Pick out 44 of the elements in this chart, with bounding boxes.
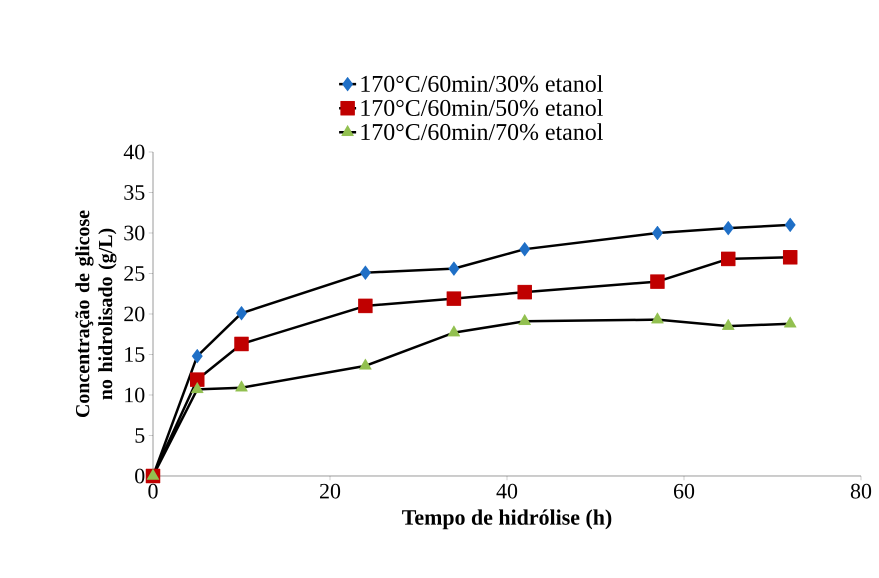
point [721, 252, 736, 266]
point [448, 261, 460, 276]
point [235, 380, 248, 392]
point [234, 336, 249, 352]
point [652, 226, 663, 240]
x-tick-label: 20 [320, 484, 340, 499]
x-tick-label: 40 [496, 484, 518, 499]
point [784, 218, 796, 232]
y-tick-label: 10 [125, 388, 144, 402]
point [446, 291, 462, 306]
point [236, 306, 247, 320]
point [190, 372, 204, 387]
x-axis-title: Tempo de hidrólise (h) [402, 509, 612, 530]
y-tick-label: 40 [124, 144, 144, 160]
point [650, 274, 665, 289]
point [519, 242, 530, 256]
y-tick-label: 0 [135, 468, 144, 484]
x-tick-label: 60 [674, 484, 694, 499]
point [190, 382, 204, 394]
legend-label: 170°C/60min/50% etanol [361, 99, 603, 116]
y-tick-label: 30 [124, 226, 144, 240]
y-tick-label: 35 [124, 185, 144, 200]
point [722, 318, 735, 330]
point [359, 358, 372, 370]
point [146, 468, 160, 480]
point [448, 325, 460, 336]
point [518, 314, 532, 326]
point [784, 316, 797, 328]
point [358, 298, 373, 314]
y-axis-title: Concentração de glicose no hidrolisado (g/L) [75, 210, 116, 418]
x-tick-label: 0 [148, 484, 158, 499]
legend-label: 170°C/60min/70% etanol [361, 123, 603, 140]
y-tick-label: 5 [136, 428, 144, 443]
point [651, 312, 664, 324]
legend-label: 170°C/60min/30% etanol [361, 75, 603, 92]
point [360, 265, 371, 280]
point [722, 220, 734, 236]
y-tick-label: 20 [124, 306, 144, 322]
y-tick-label: 25 [124, 266, 144, 281]
point [192, 348, 203, 364]
point [782, 250, 798, 265]
x-tick-label: 80 [850, 484, 872, 499]
point [517, 284, 532, 300]
y-tick-label: 15 [125, 347, 144, 362]
